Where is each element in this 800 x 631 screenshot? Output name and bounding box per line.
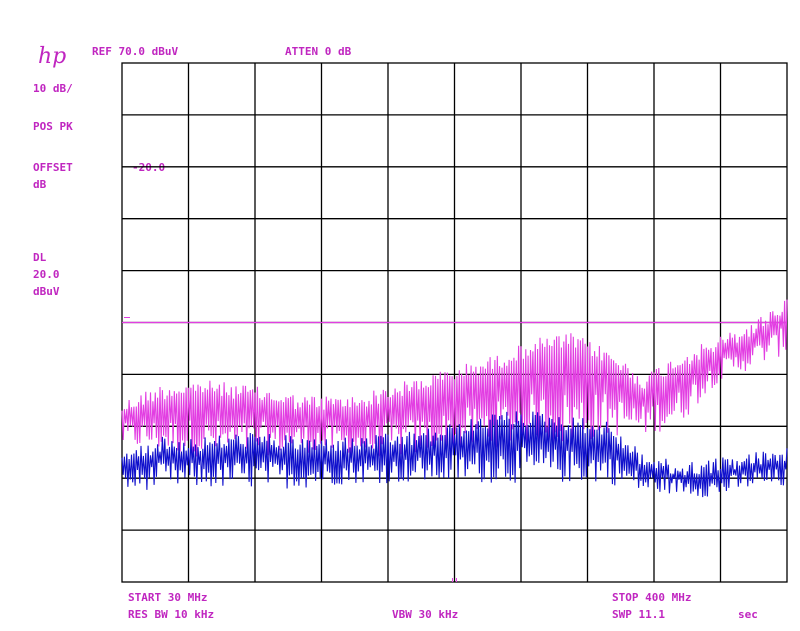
reference-level-label: REF 70.0 dBuV <box>92 45 179 58</box>
offset-unit-label: dB <box>33 178 47 191</box>
plot-traces <box>121 299 788 582</box>
resolution-bandwidth-label: RES BW 10 kHz <box>128 608 215 621</box>
display-line-label: DL <box>33 251 47 264</box>
hp-logo: hp <box>38 44 67 69</box>
scale-per-division-label: 10 dB/ <box>33 82 73 95</box>
start-frequency-label: START 30 MHz <box>128 591 208 604</box>
sweep-time-label: SWP 11.1 <box>612 608 665 621</box>
display-line-value: 20.0 <box>33 268 60 281</box>
offset-label: OFFSET <box>33 161 73 174</box>
detector-mode-label: POS PK <box>33 120 73 133</box>
video-bandwidth-label: VBW 30 kHz <box>392 608 459 621</box>
trace-peak <box>121 299 788 457</box>
offset-value: -20.0 <box>132 161 166 174</box>
stop-frequency-label: STOP 400 MHz <box>612 591 692 604</box>
sweep-time-unit: sec <box>738 608 758 621</box>
trace-average <box>121 411 788 498</box>
display-line-unit: dBuV <box>33 285 60 298</box>
attenuation-label: ATTEN 0 dB <box>285 45 352 58</box>
